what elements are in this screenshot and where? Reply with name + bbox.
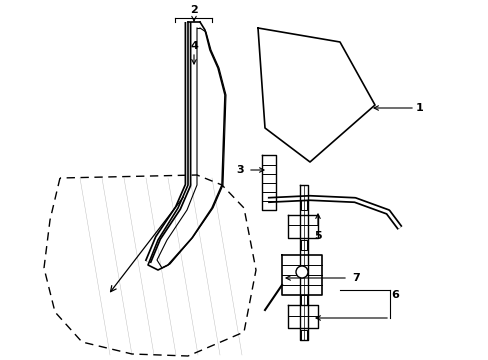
- Text: 1: 1: [415, 103, 423, 113]
- Text: 4: 4: [190, 41, 198, 51]
- Text: 7: 7: [351, 273, 359, 283]
- Text: 2: 2: [190, 5, 198, 15]
- Text: 5: 5: [314, 231, 321, 241]
- Circle shape: [295, 266, 307, 278]
- Text: 3: 3: [236, 165, 244, 175]
- Text: 6: 6: [390, 290, 398, 300]
